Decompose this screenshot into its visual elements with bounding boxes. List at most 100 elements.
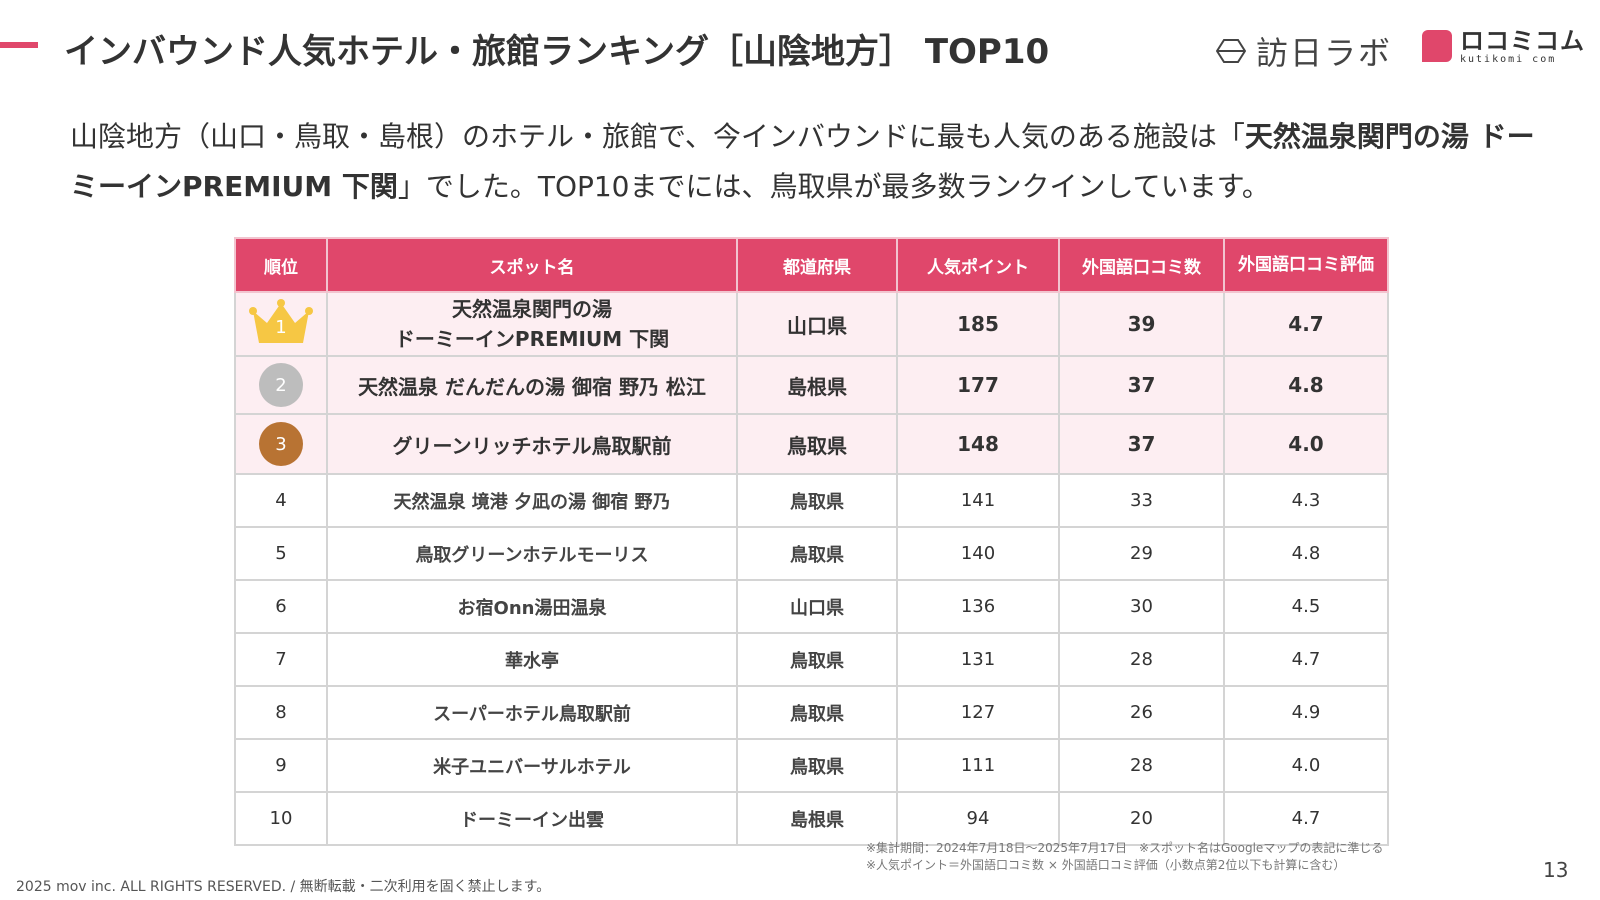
rating-cell: 4.7 [1223, 791, 1389, 846]
rank-cell: 7 [234, 632, 328, 687]
footnote-formula: ※人気ポイント＝外国語口コミ数 × 外国語口コミ評価（小数点第2位以下も計算に含… [866, 858, 1346, 872]
rank-cell: 8 [234, 685, 328, 740]
prefecture-cell: 鳥取県 [736, 413, 898, 475]
rating-cell: 4.0 [1223, 413, 1389, 475]
title-accent-bar [0, 42, 38, 48]
points-cell: 111 [896, 738, 1060, 793]
header-points: 人気ポイント [896, 237, 1060, 293]
points-cell: 177 [896, 355, 1060, 415]
rating-cell: 4.3 [1223, 473, 1389, 528]
spot-name: 鳥取グリーンホテルモーリス [326, 526, 738, 581]
bronze-medal-icon: 3 [259, 422, 303, 466]
reviews-cell: 29 [1058, 526, 1225, 581]
spot-name-text: 天然温泉関門の湯 ドーミーインPREMIUM 下関 [394, 297, 670, 351]
silver-medal-icon: 2 [259, 363, 303, 407]
table-row: 7 華水亭 鳥取県 131 28 4.7 [234, 632, 1389, 687]
points-cell: 148 [896, 413, 1060, 475]
reviews-cell: 37 [1058, 355, 1225, 415]
prefecture-cell: 鳥取県 [736, 632, 898, 687]
prefecture-cell: 島根県 [736, 791, 898, 846]
reviews-cell: 33 [1058, 473, 1225, 528]
footnotes: ※集計期間：2024年7月18日〜2025年7月17日 ※スポット名はGoogl… [866, 840, 1383, 874]
points-cell: 141 [896, 473, 1060, 528]
rating-cell: 4.8 [1223, 355, 1389, 415]
table-row: 5 鳥取グリーンホテルモーリス 鳥取県 140 29 4.8 [234, 526, 1389, 581]
points-cell: 94 [896, 791, 1060, 846]
reviews-cell: 30 [1058, 579, 1225, 634]
kutikomi-logo-text: ロコミコム [1460, 27, 1585, 55]
rank-cell: 2 [234, 355, 328, 415]
points-cell: 127 [896, 685, 1060, 740]
table-row: 9 米子ユニバーサルホテル 鳥取県 111 28 4.0 [234, 738, 1389, 793]
rank-cell: 3 [234, 413, 328, 475]
rating-cell: 4.5 [1223, 579, 1389, 634]
points-cell: 140 [896, 526, 1060, 581]
houtika-logo-icon [1216, 39, 1246, 63]
header-name: スポット名 [326, 237, 738, 293]
rank-cell: 5 [234, 526, 328, 581]
kutikomi-logo-icon [1422, 30, 1452, 62]
copyright-footer: 2025 mov inc. ALL RIGHTS RESERVED. / 無断転… [16, 879, 551, 895]
kutikomi-logo: ロコミコム kutikomi com [1422, 28, 1585, 65]
points-cell: 185 [896, 291, 1060, 357]
rating-cell: 4.9 [1223, 685, 1389, 740]
lead-highlight: 天然温泉関門の湯 ドーミーインPREMIUM 下関 [70, 120, 1535, 203]
prefecture-cell: 鳥取県 [736, 685, 898, 740]
houtika-lab-logo: 訪日ラボ [1216, 28, 1392, 74]
prefecture-cell: 鳥取県 [736, 526, 898, 581]
table-row: 2 天然温泉 だんだんの湯 御宿 野乃 松江 島根県 177 37 4.8 [234, 355, 1389, 415]
lead-text-2: 」でした。TOP10までには、鳥取県が最多数ランクインしています。 [397, 170, 1270, 203]
prefecture-cell: 山口県 [736, 291, 898, 357]
reviews-cell: 28 [1058, 738, 1225, 793]
rating-cell: 4.7 [1223, 632, 1389, 687]
page-title: インバウンド人気ホテル・旅館ランキング［山陰地方］ TOP10 [64, 32, 1050, 72]
spot-name: 天然温泉関門の湯 ドーミーインPREMIUM 下関 [326, 291, 738, 357]
header-rating: 外国語口コミ評価 [1223, 237, 1389, 293]
spot-name: お宿Onn湯田温泉 [326, 579, 738, 634]
rating-cell: 4.0 [1223, 738, 1389, 793]
ranking-table: 順位 スポット名 都道府県 人気ポイント 外国語口コミ数 外国語口コミ評価 1 [234, 237, 1389, 846]
points-cell: 131 [896, 632, 1060, 687]
lead-paragraph: 山陰地方（山口・鳥取・島根）のホテル・旅館で、今インバウンドに最も人気のある施設… [70, 112, 1550, 212]
rating-cell: 4.8 [1223, 526, 1389, 581]
rank-cell: 6 [234, 579, 328, 634]
reviews-cell: 37 [1058, 413, 1225, 475]
rank-cell: 1 [234, 291, 328, 357]
header-prefecture: 都道府県 [736, 237, 898, 293]
rank-cell: 9 [234, 738, 328, 793]
footnote-period: ※集計期間：2024年7月18日〜2025年7月17日 ※スポット名はGoogl… [866, 841, 1384, 855]
header-reviews: 外国語口コミ数 [1058, 237, 1225, 293]
spot-name: ドーミーイン出雲 [326, 791, 738, 846]
kutikomi-logo-subtext: kutikomi com [1460, 54, 1557, 65]
spot-name: 天然温泉 境港 夕凪の湯 御宿 野乃 [326, 473, 738, 528]
reviews-cell: 26 [1058, 685, 1225, 740]
spot-name: 米子ユニバーサルホテル [326, 738, 738, 793]
table-row: 4 天然温泉 境港 夕凪の湯 御宿 野乃 鳥取県 141 33 4.3 [234, 473, 1389, 528]
prefecture-cell: 鳥取県 [736, 473, 898, 528]
header-rank: 順位 [234, 237, 328, 293]
rank-cell: 10 [234, 791, 328, 846]
prefecture-cell: 島根県 [736, 355, 898, 415]
reviews-cell: 28 [1058, 632, 1225, 687]
prefecture-cell: 山口県 [736, 579, 898, 634]
spot-name: スーパーホテル鳥取駅前 [326, 685, 738, 740]
table-row: 8 スーパーホテル鳥取駅前 鳥取県 127 26 4.9 [234, 685, 1389, 740]
spot-name: 華水亭 [326, 632, 738, 687]
reviews-cell: 39 [1058, 291, 1225, 357]
spot-name: 天然温泉 だんだんの湯 御宿 野乃 松江 [326, 355, 738, 415]
rank-number: 1 [275, 316, 287, 338]
rank-cell: 4 [234, 473, 328, 528]
reviews-cell: 20 [1058, 791, 1225, 846]
table-row: 10 ドーミーイン出雲 島根県 94 20 4.7 [234, 791, 1389, 846]
lead-text-1: 山陰地方（山口・鳥取・島根）のホテル・旅館で、今インバウンドに最も人気のある施設… [70, 120, 1245, 153]
crown-icon: 1 [249, 297, 313, 347]
table-row: 3 グリーンリッチホテル鳥取駅前 鳥取県 148 37 4.0 [234, 413, 1389, 475]
table-row: 1 天然温泉関門の湯 ドーミーインPREMIUM 下関 山口県 185 39 4… [234, 291, 1389, 357]
points-cell: 136 [896, 579, 1060, 634]
spot-name: グリーンリッチホテル鳥取駅前 [326, 413, 738, 475]
houtika-logo-text: 訪日ラボ [1256, 34, 1393, 72]
table-row: 6 お宿Onn湯田温泉 山口県 136 30 4.5 [234, 579, 1389, 634]
table-header-row: 順位 スポット名 都道府県 人気ポイント 外国語口コミ数 外国語口コミ評価 [234, 237, 1389, 293]
page-number: 13 [1543, 858, 1569, 882]
prefecture-cell: 鳥取県 [736, 738, 898, 793]
